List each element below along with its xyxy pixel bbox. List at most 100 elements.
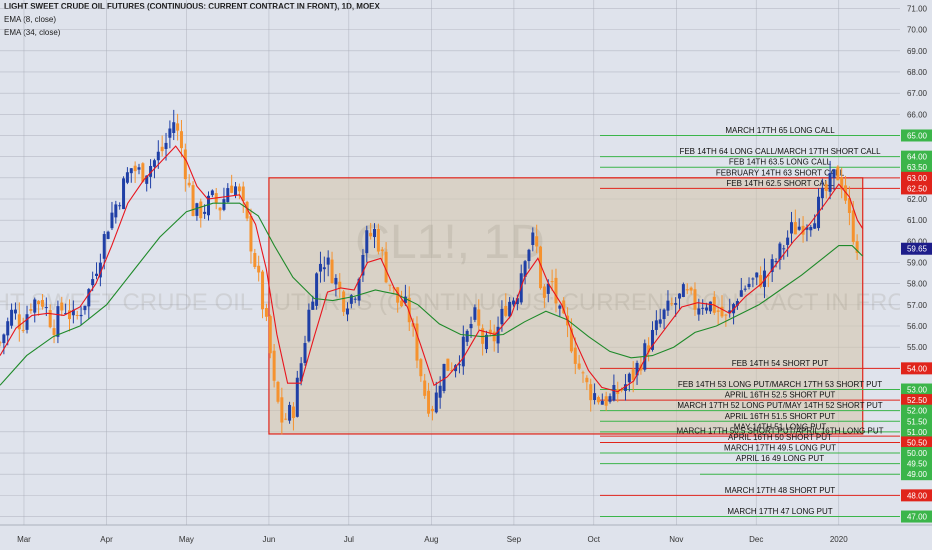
candle-up <box>651 329 654 350</box>
candle-down <box>488 329 492 334</box>
strike-label: MARCH 17TH 49.5 LONG PUT <box>724 444 836 453</box>
candle-down <box>581 372 585 374</box>
last-price-label: 59.65 <box>907 245 928 254</box>
strike-label: MARCH 17TH 47 LONG PUT <box>727 507 832 516</box>
candle-up <box>6 321 10 336</box>
candle-up <box>87 289 91 307</box>
candle-down <box>647 345 651 353</box>
candle-down <box>141 163 145 182</box>
candle-down <box>670 303 674 305</box>
price-tick-label: 68.00 <box>907 68 928 77</box>
time-tick-label: May <box>179 535 194 544</box>
candle-up <box>512 300 516 305</box>
price-axis-marker-label: 53.00 <box>907 386 928 395</box>
candle-up <box>809 226 813 231</box>
candle-down <box>685 289 689 291</box>
candle-down <box>577 363 581 369</box>
candle-up <box>110 212 114 229</box>
candle-up <box>820 187 824 199</box>
candle-up <box>295 377 299 417</box>
candle-down <box>415 323 419 361</box>
candle-down <box>52 328 56 335</box>
strike-label: MARCH 17TH 52 LONG PUT/MAY 14TH 52 SHORT… <box>677 401 882 410</box>
candle-up <box>145 175 149 184</box>
candle-up <box>593 393 597 401</box>
price-tick-label: 59.00 <box>907 259 928 268</box>
candle-down <box>504 305 508 316</box>
candle-up <box>315 273 319 306</box>
time-tick-label: Nov <box>669 535 683 544</box>
candle-down <box>249 216 253 252</box>
candle-down <box>446 358 450 371</box>
indicator-ema-fast[interactable]: EMA (8, close) <box>4 15 57 24</box>
candle-down <box>693 289 697 310</box>
candle-down <box>589 384 593 401</box>
candle-up <box>500 308 504 325</box>
candle-up <box>789 222 793 234</box>
candle-up <box>13 309 17 314</box>
strike-label: MAY 14TH 51 LONG PUT <box>734 422 827 431</box>
price-tick-label: 71.00 <box>907 4 928 13</box>
price-axis-marker <box>901 362 932 375</box>
candle-down <box>237 186 241 192</box>
candle-up <box>33 299 37 313</box>
candle-down <box>423 380 427 396</box>
candle-up <box>728 310 732 314</box>
candle-up <box>523 261 527 277</box>
price-tick-label: 55.00 <box>907 343 928 352</box>
price-axis-marker <box>901 457 932 470</box>
price-axis-marker <box>901 150 932 163</box>
candle-up <box>434 392 438 413</box>
price-axis-marker <box>901 171 932 184</box>
candle-down <box>450 370 454 372</box>
candle-up <box>600 400 604 405</box>
price-axis-marker-label: 62.50 <box>907 184 928 193</box>
price-axis-marker <box>901 129 932 142</box>
last-price-marker <box>901 242 932 255</box>
candle-down <box>245 201 249 219</box>
candle-down <box>766 275 770 277</box>
price-axis-marker <box>901 161 932 174</box>
indicator-ema-slow[interactable]: EMA (34, close) <box>4 28 61 37</box>
price-tick-label: 70.00 <box>907 26 928 35</box>
candle-up <box>195 203 199 216</box>
candle-down <box>689 287 693 291</box>
candle-up <box>79 314 83 317</box>
candle-up <box>353 298 357 300</box>
candle-up <box>98 262 102 278</box>
price-axis-marker-label: 63.50 <box>907 163 928 172</box>
candle-up <box>206 195 210 216</box>
candle-up <box>122 178 126 210</box>
price-axis-marker <box>901 182 932 195</box>
strike-label: FEBRUARY 14TH 63 SHORT CALL <box>716 168 845 177</box>
strike-label: MARCH 17TH 65 LONG CALL <box>725 126 835 135</box>
candle-down <box>37 301 41 305</box>
strike-levels: MARCH 17TH 65 LONG CALL FEB 14TH 64 LONG … <box>600 126 900 518</box>
candle-down <box>241 186 245 201</box>
candle-down <box>291 406 295 419</box>
price-axis-marker-label: 63.00 <box>907 174 928 183</box>
candle-up <box>666 300 670 311</box>
candle-up <box>102 234 106 259</box>
strike-label: MARCH 17TH 50.5 SHORT PUT/APRIL 16TH LON… <box>676 427 883 436</box>
candle-up <box>71 309 75 316</box>
candle-up <box>125 172 129 183</box>
candle-up <box>627 373 631 383</box>
candle-up <box>438 385 442 398</box>
strike-label: FEB 14TH 64 LONG CALL/MARCH 17TH SHORT C… <box>679 147 881 156</box>
candle-up <box>91 279 95 286</box>
candle-up <box>172 122 176 134</box>
candle-down <box>330 259 334 284</box>
price-tick-label: 58.00 <box>907 280 928 289</box>
candle-down <box>280 397 284 423</box>
candle-down <box>720 306 724 317</box>
candle-up <box>326 257 330 265</box>
candle-up <box>654 320 658 330</box>
price-tick-label: 61.00 <box>907 216 928 225</box>
candle-up <box>373 228 377 238</box>
candle-down <box>380 249 384 252</box>
time-tick-label: Apr <box>100 535 113 544</box>
candle-up <box>782 248 786 250</box>
price-axis-marker-label: 48.00 <box>907 491 928 500</box>
